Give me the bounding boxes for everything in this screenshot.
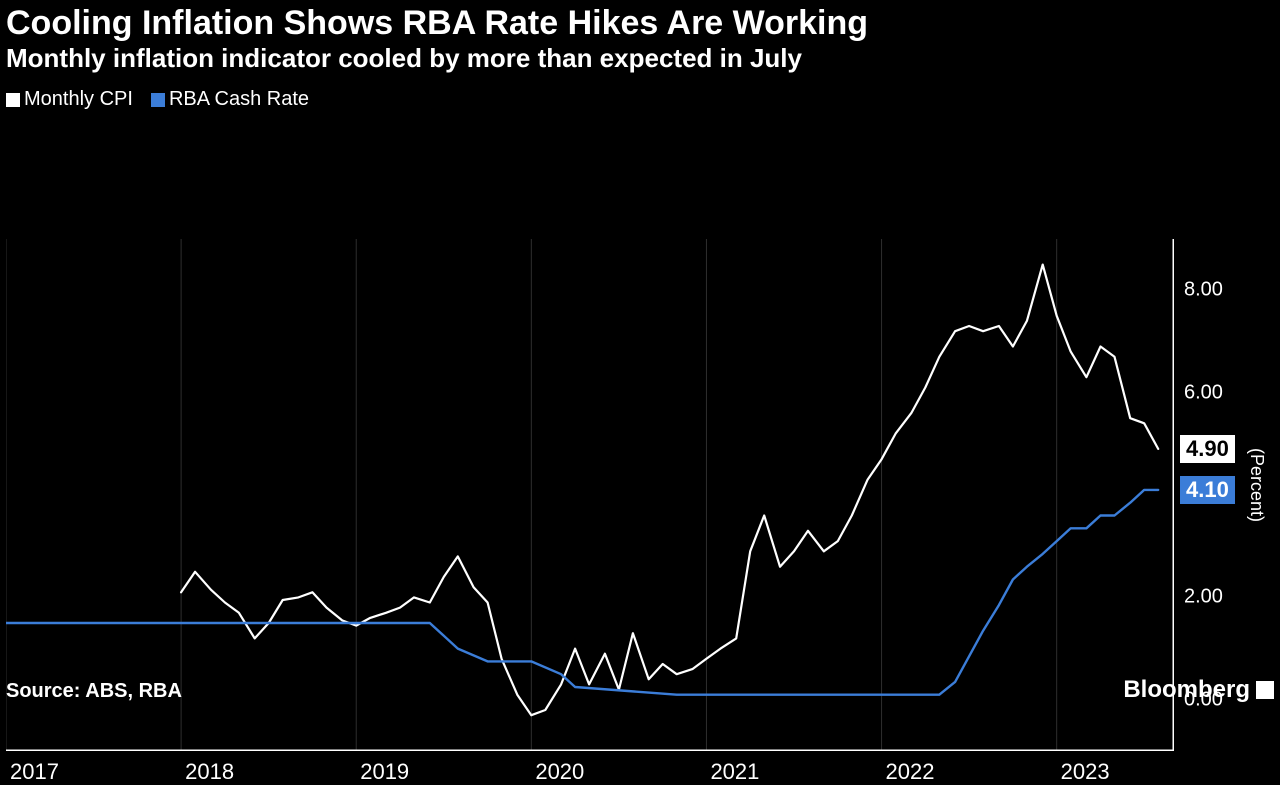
legend-item-cashrate: RBA Cash Rate xyxy=(151,88,309,111)
chart-title: Cooling Inflation Shows RBA Rate Hikes A… xyxy=(0,0,1280,43)
legend: Monthly CPI RBA Cash Rate xyxy=(0,78,1280,117)
x-tick-label: 2019 xyxy=(360,759,409,785)
brand-label: Bloomberg xyxy=(1123,676,1274,704)
end-value-badge: 4.10 xyxy=(1180,476,1235,504)
x-tick-label: 2023 xyxy=(1061,759,1110,785)
y-axis-label: (Percent) xyxy=(1246,448,1267,522)
y-tick-label: 2.00 xyxy=(1184,586,1223,609)
legend-swatch-cashrate xyxy=(151,93,165,107)
x-tick-label: 2020 xyxy=(535,759,584,785)
brand-text: Bloomberg xyxy=(1123,676,1250,704)
line-chart xyxy=(6,239,1174,751)
y-tick-label: 8.00 xyxy=(1184,279,1223,302)
end-value-badge: 4.90 xyxy=(1180,435,1235,463)
legend-item-cpi: Monthly CPI xyxy=(6,88,133,111)
source-attribution: Source: ABS, RBA xyxy=(6,680,182,703)
legend-label-cpi: Monthly CPI xyxy=(24,88,133,111)
x-tick-label: 2017 xyxy=(10,759,59,785)
legend-swatch-cpi xyxy=(6,93,20,107)
bloomberg-icon xyxy=(1256,681,1274,699)
x-tick-label: 2018 xyxy=(185,759,234,785)
x-tick-label: 2021 xyxy=(710,759,759,785)
chart-subtitle: Monthly inflation indicator cooled by mo… xyxy=(0,43,1280,78)
x-tick-label: 2022 xyxy=(886,759,935,785)
y-tick-label: 6.00 xyxy=(1184,381,1223,404)
legend-label-cashrate: RBA Cash Rate xyxy=(169,88,309,111)
